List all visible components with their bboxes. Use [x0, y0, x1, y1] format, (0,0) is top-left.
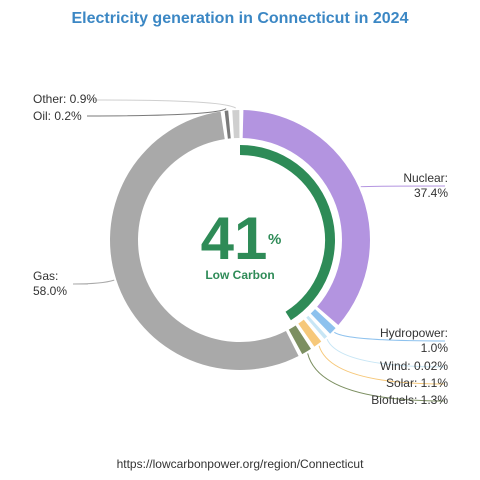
slice-oil	[224, 110, 231, 139]
leader-solar	[318, 345, 446, 385]
label-hydropower: Hydropower:	[380, 326, 448, 340]
label-solar: Solar: 1.1%	[386, 376, 448, 390]
label-hydropower: 1.0%	[421, 341, 449, 355]
label-wind: Wind: 0.02%	[380, 359, 448, 373]
leader-wind	[326, 338, 446, 368]
label-gas: 58.0%	[33, 284, 67, 298]
label-oil: Oil: 0.2%	[33, 109, 82, 123]
label-nuclear: Nuclear:	[403, 171, 448, 185]
label-leaders	[72, 99, 446, 402]
label-nuclear: 37.4%	[414, 186, 448, 200]
low-carbon-arc	[239, 145, 335, 321]
chart-title: Electricity generation in Connecticut in…	[71, 10, 409, 27]
low-carbon-percent: 41	[201, 205, 268, 272]
slice-other	[232, 110, 240, 139]
slice-hydropower	[310, 309, 336, 334]
leader-hydropower	[334, 331, 446, 342]
leader-other	[88, 99, 237, 109]
label-other: Other: 0.9%	[33, 92, 97, 106]
leader-nuclear	[360, 185, 446, 188]
slice-gas	[109, 111, 299, 371]
percent-sign: %	[268, 231, 281, 248]
slice-labels: Nuclear:37.4% Hydropower:1.0% Wind: 0.02% S…	[33, 92, 448, 407]
slice-biofuels	[288, 325, 311, 355]
slice-solar	[298, 319, 322, 347]
slice-wind	[306, 315, 328, 339]
leader-biofuels	[307, 353, 446, 402]
label-gas: Gas:	[33, 269, 58, 283]
leader-gas	[72, 279, 115, 285]
slice-nuclear	[242, 110, 370, 326]
low-carbon-caption: Low Carbon	[205, 268, 274, 282]
donut-slices	[109, 110, 370, 371]
label-biofuels: Biofuels: 1.3%	[371, 393, 448, 407]
leader-oil	[86, 108, 227, 117]
source-url: https://lowcarbonpower.org/region/Connec…	[116, 457, 364, 471]
